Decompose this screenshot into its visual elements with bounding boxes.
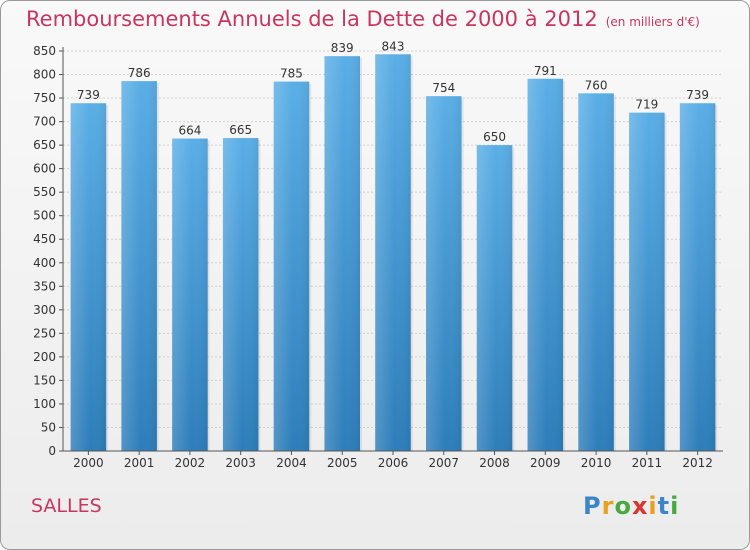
bar-highlight — [679, 103, 716, 451]
y-tick-label: 700 — [33, 115, 56, 129]
y-tick-label: 600 — [33, 162, 56, 176]
bar-highlight — [70, 103, 107, 451]
x-tick-label: 2007 — [428, 456, 459, 470]
x-tick-label: 2003 — [225, 456, 256, 470]
x-tick-label: 2001 — [124, 456, 155, 470]
chart-title: Remboursements Annuels de la Dette de 20… — [26, 7, 700, 31]
bar-value-label: 785 — [280, 67, 303, 81]
bars: 739 786 664 665 785 839 843 754 650 791 760 719 739 — [70, 39, 718, 452]
bar-value-label: 839 — [331, 41, 354, 55]
x-tick-label: 2010 — [581, 456, 612, 470]
y-tick-label: 200 — [33, 350, 56, 364]
y-tick-label: 350 — [33, 279, 56, 293]
bar-highlight — [121, 81, 157, 451]
proxiti-logo[interactable]: Proxiti — [583, 492, 680, 520]
x-tick-label: 2002 — [175, 456, 206, 470]
y-tick-label: 450 — [33, 232, 56, 246]
x-tick-label: 2011 — [632, 456, 663, 470]
bar-value-label: 665 — [229, 123, 252, 137]
x-tick-label: 2008 — [479, 456, 510, 470]
bar-highlight — [578, 93, 614, 452]
bar-highlight — [273, 81, 310, 452]
bar-value-label: 719 — [635, 98, 658, 112]
bar-highlight — [222, 138, 259, 451]
x-tick-label: 2005 — [327, 456, 358, 470]
y-tick-label: 150 — [33, 373, 56, 387]
y-tick-label: 650 — [33, 138, 56, 152]
bar-highlight — [476, 145, 513, 451]
bar-value-label: 843 — [382, 39, 405, 53]
y-tick-label: 50 — [41, 420, 56, 434]
bar-highlight — [172, 138, 208, 451]
chart-title-text: Remboursements Annuels de la Dette de 20… — [26, 7, 598, 31]
bar-value-label: 664 — [178, 124, 201, 138]
y-tick-label: 550 — [33, 185, 56, 199]
bar-highlight — [324, 56, 360, 451]
bar-highlight — [426, 96, 462, 452]
bar-highlight — [527, 78, 564, 451]
y-tick-label: 850 — [33, 44, 56, 58]
bar-value-label: 760 — [585, 78, 608, 92]
y-tick-label: 750 — [33, 91, 56, 105]
x-tick-label: 2004 — [276, 456, 307, 470]
commune-name: SALLES — [31, 495, 102, 517]
y-tick-label: 0 — [48, 444, 56, 458]
bar-highlight — [375, 54, 411, 451]
bar-highlight — [629, 112, 665, 451]
chart-subtitle: (en milliers d'€) — [605, 15, 700, 29]
axes: 0 50 100 150 200 250 300 350 400 450 500 550 600 650 7… — [33, 44, 723, 470]
bar-value-label: 754 — [432, 81, 455, 95]
bar-value-label: 650 — [483, 130, 506, 144]
x-tick-label: 2012 — [682, 456, 713, 470]
y-tick-label: 100 — [33, 397, 56, 411]
x-tick-label: 2009 — [530, 456, 561, 470]
bar-value-label: 786 — [128, 66, 151, 80]
bar-value-label: 739 — [686, 88, 709, 102]
x-tick-label: 2006 — [378, 456, 409, 470]
bar-value-label: 739 — [77, 88, 100, 102]
x-tick-label: 2000 — [73, 456, 104, 470]
y-tick-label: 400 — [33, 256, 56, 270]
y-tick-label: 250 — [33, 326, 56, 340]
y-tick-label: 800 — [33, 68, 56, 82]
bar-value-label: 791 — [534, 64, 557, 78]
y-tick-label: 500 — [33, 209, 56, 223]
y-tick-label: 300 — [33, 303, 56, 317]
